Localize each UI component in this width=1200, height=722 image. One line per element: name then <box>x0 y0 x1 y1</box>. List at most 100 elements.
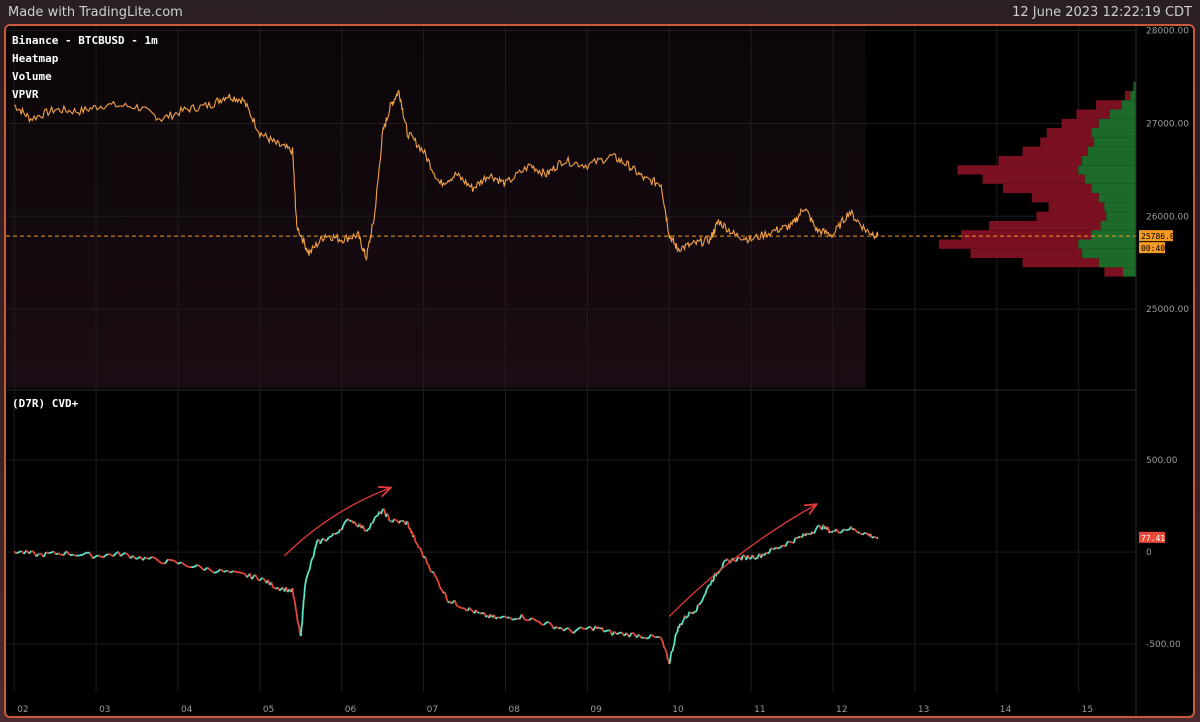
cvd-segment <box>414 541 418 545</box>
legend-symbol[interactable]: Binance - BTCBUSD - 1m <box>12 34 158 47</box>
cvd-segment <box>616 632 620 636</box>
cvd-segment <box>368 522 373 529</box>
cvd-segment <box>92 555 97 560</box>
volume-profile-sell-bar <box>970 248 1083 259</box>
cvd-segment <box>449 600 453 605</box>
price-series <box>6 89 1136 262</box>
x-tick-label: 06 <box>345 705 357 715</box>
cvd-segment <box>413 537 417 542</box>
cvd-segment <box>695 604 699 611</box>
cvd-segment <box>310 558 314 563</box>
cvd-segment <box>203 566 209 571</box>
cvd-segment <box>694 610 698 613</box>
cvd-segment <box>672 644 676 648</box>
timestamp: 12 June 2023 12:22:19 CDT <box>1012 4 1192 20</box>
cvd-segment <box>193 564 199 568</box>
cvd-segment <box>382 508 385 511</box>
cvd-segment <box>125 552 129 556</box>
cvd-segment <box>386 512 389 515</box>
cvd-segment <box>154 557 159 562</box>
cvd-segment <box>293 598 296 604</box>
cvd-segment <box>297 623 301 627</box>
cvd-segment <box>674 633 677 639</box>
cvd-segment <box>678 623 681 629</box>
cvd-segment <box>295 612 299 621</box>
cvd-segment <box>690 611 693 615</box>
cvd-segment <box>296 620 300 625</box>
cvd-segment <box>692 611 695 615</box>
cvd-segment <box>650 633 655 638</box>
axes: 02 03 04 05 06 07 08 09 10 11 12 13 14 15 28000.00 2700… <box>17 27 1189 715</box>
cvd-segment <box>416 543 420 549</box>
cvd-segment <box>346 518 349 521</box>
cvd-segment <box>475 609 479 614</box>
y-tick-label: 25000.00 <box>1146 305 1189 315</box>
cvd-segment <box>521 614 526 620</box>
volume-profile-buy-bar <box>1078 165 1136 175</box>
cvd-segment <box>105 553 109 557</box>
cvd-segment <box>524 618 528 622</box>
legend-vpvr[interactable]: VPVR <box>12 88 39 101</box>
cvd-segment <box>437 581 441 588</box>
cvd-segment <box>726 558 729 561</box>
volume-profile-sell-bar <box>1061 118 1099 129</box>
cvd-segment <box>665 652 669 660</box>
cvd-segment <box>144 556 149 560</box>
legend-volume[interactable]: Volume <box>12 70 52 83</box>
cvd-segment <box>386 513 390 517</box>
cvd-segment <box>319 539 323 545</box>
volume-profile-buy-bar <box>1091 128 1136 138</box>
cvd-segment <box>747 554 751 560</box>
cvd-segment <box>65 550 71 556</box>
volume-profile-sell-bar <box>998 155 1083 166</box>
cvd-segment <box>333 532 336 535</box>
last-price-label: 25786.09 <box>1141 232 1180 241</box>
cvd-segment <box>342 521 346 526</box>
cvd-segment <box>174 560 179 565</box>
cvd-segment <box>665 651 668 654</box>
cvd-segment <box>427 564 432 571</box>
volume-profile-buy-bar <box>1087 146 1136 156</box>
cvd-segment <box>435 577 440 583</box>
volume-profile-buy-bar <box>1106 211 1136 221</box>
cvd-segment <box>495 616 498 620</box>
cvd-segment <box>180 561 186 566</box>
cvd-segment <box>147 556 153 560</box>
volume-profile-buy-bar <box>1109 109 1136 119</box>
cvd-segment <box>768 547 772 554</box>
price-line <box>14 89 879 262</box>
volume-profile-buy-bar <box>1082 155 1136 166</box>
cvd-segment <box>684 616 688 619</box>
x-tick-label: 02 <box>17 705 28 715</box>
cvd-segment <box>321 537 325 541</box>
cvd-title[interactable]: (D7R) CVD+ <box>12 397 79 410</box>
cvd-segment <box>675 631 679 634</box>
cvd-segment <box>246 575 249 578</box>
volume-profile-buy-bar <box>1098 258 1136 268</box>
cvd-segment <box>82 551 87 556</box>
cvd-segment <box>792 537 797 544</box>
cvd-segment <box>717 572 719 575</box>
cvd-segment <box>167 558 172 562</box>
cvd-segment <box>861 532 865 536</box>
cvd-segment <box>575 627 579 632</box>
cvd-segment <box>274 587 277 590</box>
cvd-last-label: 77.41 <box>1141 534 1165 543</box>
cvd-segment <box>470 609 474 612</box>
cvd-segment <box>763 552 767 557</box>
cvd-segment <box>31 550 35 553</box>
volume-profile-buy-bar <box>1134 81 1136 91</box>
legend-heatmap[interactable]: Heatmap <box>12 52 59 65</box>
cvd-segment <box>434 575 438 579</box>
cvd-segment <box>42 551 47 558</box>
grid-lines <box>6 26 1136 692</box>
cvd-segment <box>809 533 812 536</box>
cvd-segment <box>344 519 348 523</box>
chart-canvas[interactable]: 02 03 04 05 06 07 08 09 10 11 12 13 14 15 28000.00 2700… <box>6 26 1193 716</box>
cvd-segment <box>353 521 358 526</box>
cvd-segment <box>112 552 117 557</box>
cvd-segment <box>533 618 538 622</box>
cvd-segment <box>13 550 18 555</box>
cvd-segment <box>447 600 451 604</box>
volume-profile-sell-bar <box>1031 193 1099 203</box>
